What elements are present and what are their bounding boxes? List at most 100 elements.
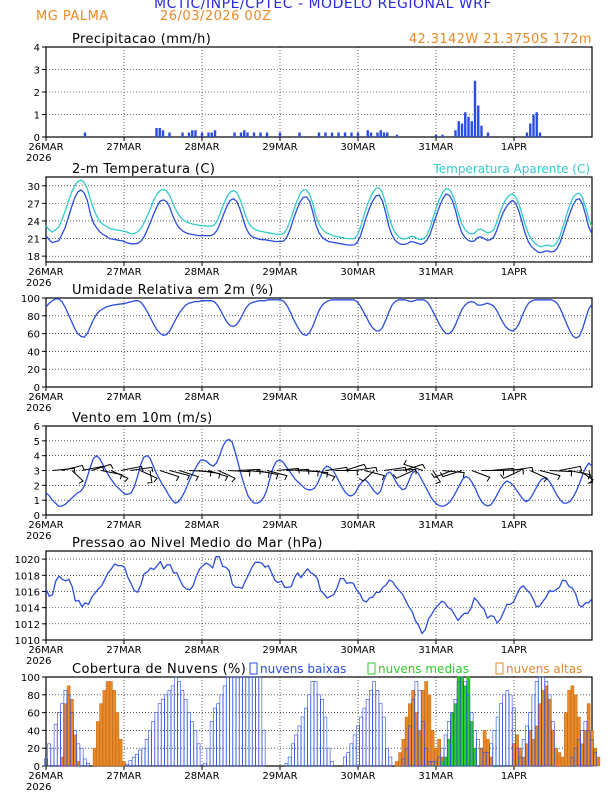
y-tick-label: 5 (34, 437, 40, 448)
x-tick-label: 1APR (501, 771, 527, 782)
y-tick-label: 4 (34, 452, 40, 463)
precip-bar (158, 128, 161, 137)
y-tick-label: 20 (27, 744, 40, 755)
cloud-bar-2 (551, 730, 555, 767)
y-tick-label: 1014 (15, 604, 40, 615)
wind-barb (198, 470, 221, 479)
cloud-bar-0 (248, 676, 253, 767)
cloud-bar-0 (258, 676, 263, 767)
cloud-bar-0 (382, 716, 386, 767)
cloud-bar-2 (115, 712, 120, 767)
wind-barb (305, 470, 329, 478)
cloud-bar-0 (378, 703, 383, 767)
x-tick-label: 1APR (501, 645, 527, 656)
precip-bar (259, 132, 262, 137)
cloud-bar-0 (138, 749, 142, 767)
cloud-bar-0 (242, 676, 246, 767)
y-tick-label: 80 (27, 312, 40, 323)
cloud-bar-0 (300, 716, 305, 767)
precip-bar (243, 130, 246, 137)
y-tick-label: 40 (27, 347, 40, 358)
pressure-series-1 (45, 556, 593, 635)
cloud-bar-0 (141, 747, 146, 767)
cloud-bar-2 (73, 734, 77, 767)
cloud-bar-0 (310, 681, 315, 767)
cloud-bar-2 (63, 703, 68, 767)
precip-bar (161, 130, 165, 137)
x-tick-label: 26MAR (28, 267, 63, 278)
precip-bar (486, 132, 490, 137)
cloud-bar-2 (560, 756, 565, 767)
cloud-bar-2 (573, 694, 578, 767)
wind-barb (218, 470, 236, 483)
precip-bar (480, 125, 483, 137)
y-tick-label: 3 (34, 467, 40, 478)
cloud-bar-2 (437, 738, 441, 767)
cloud-bar-0 (177, 681, 181, 767)
precip-bar (317, 132, 321, 137)
cloud-bar-2 (96, 721, 100, 767)
x-year-label: 2026 (26, 403, 51, 414)
y-tick-label: 20 (27, 365, 40, 376)
cloud-bar-2 (92, 747, 97, 767)
x-tick-label: 1APR (501, 267, 527, 278)
cloud-bar-0 (60, 703, 64, 767)
precip-panel: 0 1 2 3 4 26MAR 27MAR 28MAR 29MAR 30MAR 31MAR 1APR 2… (26, 32, 593, 164)
cloud-bar-2 (434, 747, 438, 767)
precip-bar (200, 132, 204, 137)
cloud-bar-0 (323, 716, 328, 767)
cloud-bar-0 (346, 752, 350, 767)
cloud-bar-2 (512, 743, 516, 767)
x-tick-label: 31MAR (418, 645, 453, 656)
wind-barb (101, 470, 123, 480)
x-tick-label: 31MAR (418, 520, 453, 531)
cloud-bar-2 (105, 681, 110, 767)
cloud-bar-1 (450, 712, 454, 767)
x-tick-label: 29MAR (262, 267, 297, 278)
wind-barb (403, 463, 426, 471)
cloud-bar-0 (352, 734, 357, 767)
cloud-bar-2 (544, 685, 549, 767)
x-tick-label: 26MAR (28, 392, 63, 403)
cloud-bar-1 (473, 747, 477, 767)
cloud-bar-0 (313, 681, 318, 767)
wind-barb (208, 470, 229, 482)
wind-barb (315, 470, 336, 482)
precip-bar (187, 132, 191, 137)
cloud-bar-0 (320, 698, 324, 767)
cloud-bar-2 (395, 761, 399, 767)
y-tick-label: 2 (34, 481, 40, 492)
precip-bar (278, 132, 282, 137)
precip-bar (379, 130, 382, 137)
x-tick-label: 29MAR (262, 645, 297, 656)
cloud-bar-1 (443, 756, 448, 767)
cloud-bar-0 (213, 707, 217, 767)
cloud-bar-2 (564, 712, 568, 767)
x-tick-label: 1APR (501, 392, 527, 403)
cloud-bar-1 (466, 676, 471, 767)
wind-barb (247, 470, 270, 478)
precip-bar (210, 132, 213, 137)
cloud-bar-0 (593, 752, 597, 767)
x-tick-label: 28MAR (184, 520, 219, 531)
y-tick-label: 100 (21, 673, 40, 684)
x-tick-label: 27MAR (106, 645, 141, 656)
panel-title: Pressao ao Nivel Medio do Mar (hPa) (72, 536, 323, 551)
x-tick-label: 28MAR (184, 142, 219, 153)
cloud-bar-0 (294, 734, 298, 767)
cloud-bar-0 (362, 707, 367, 767)
precip-bar (356, 132, 360, 137)
precip-bar (366, 130, 369, 137)
precip-bar (382, 132, 386, 137)
wind-barb (325, 466, 349, 473)
wind-barb (530, 470, 548, 483)
cloud-bar-2 (401, 738, 406, 767)
x-tick-label: 31MAR (418, 142, 453, 153)
temp-series-1 (45, 189, 593, 254)
y-tick-label: 0 (34, 133, 40, 144)
cloud-bar-0 (388, 756, 393, 767)
x-tick-label: 29MAR (262, 142, 297, 153)
wind-barb (471, 470, 491, 482)
cloud-bar-0 (369, 690, 373, 767)
wind-barb (130, 466, 154, 473)
